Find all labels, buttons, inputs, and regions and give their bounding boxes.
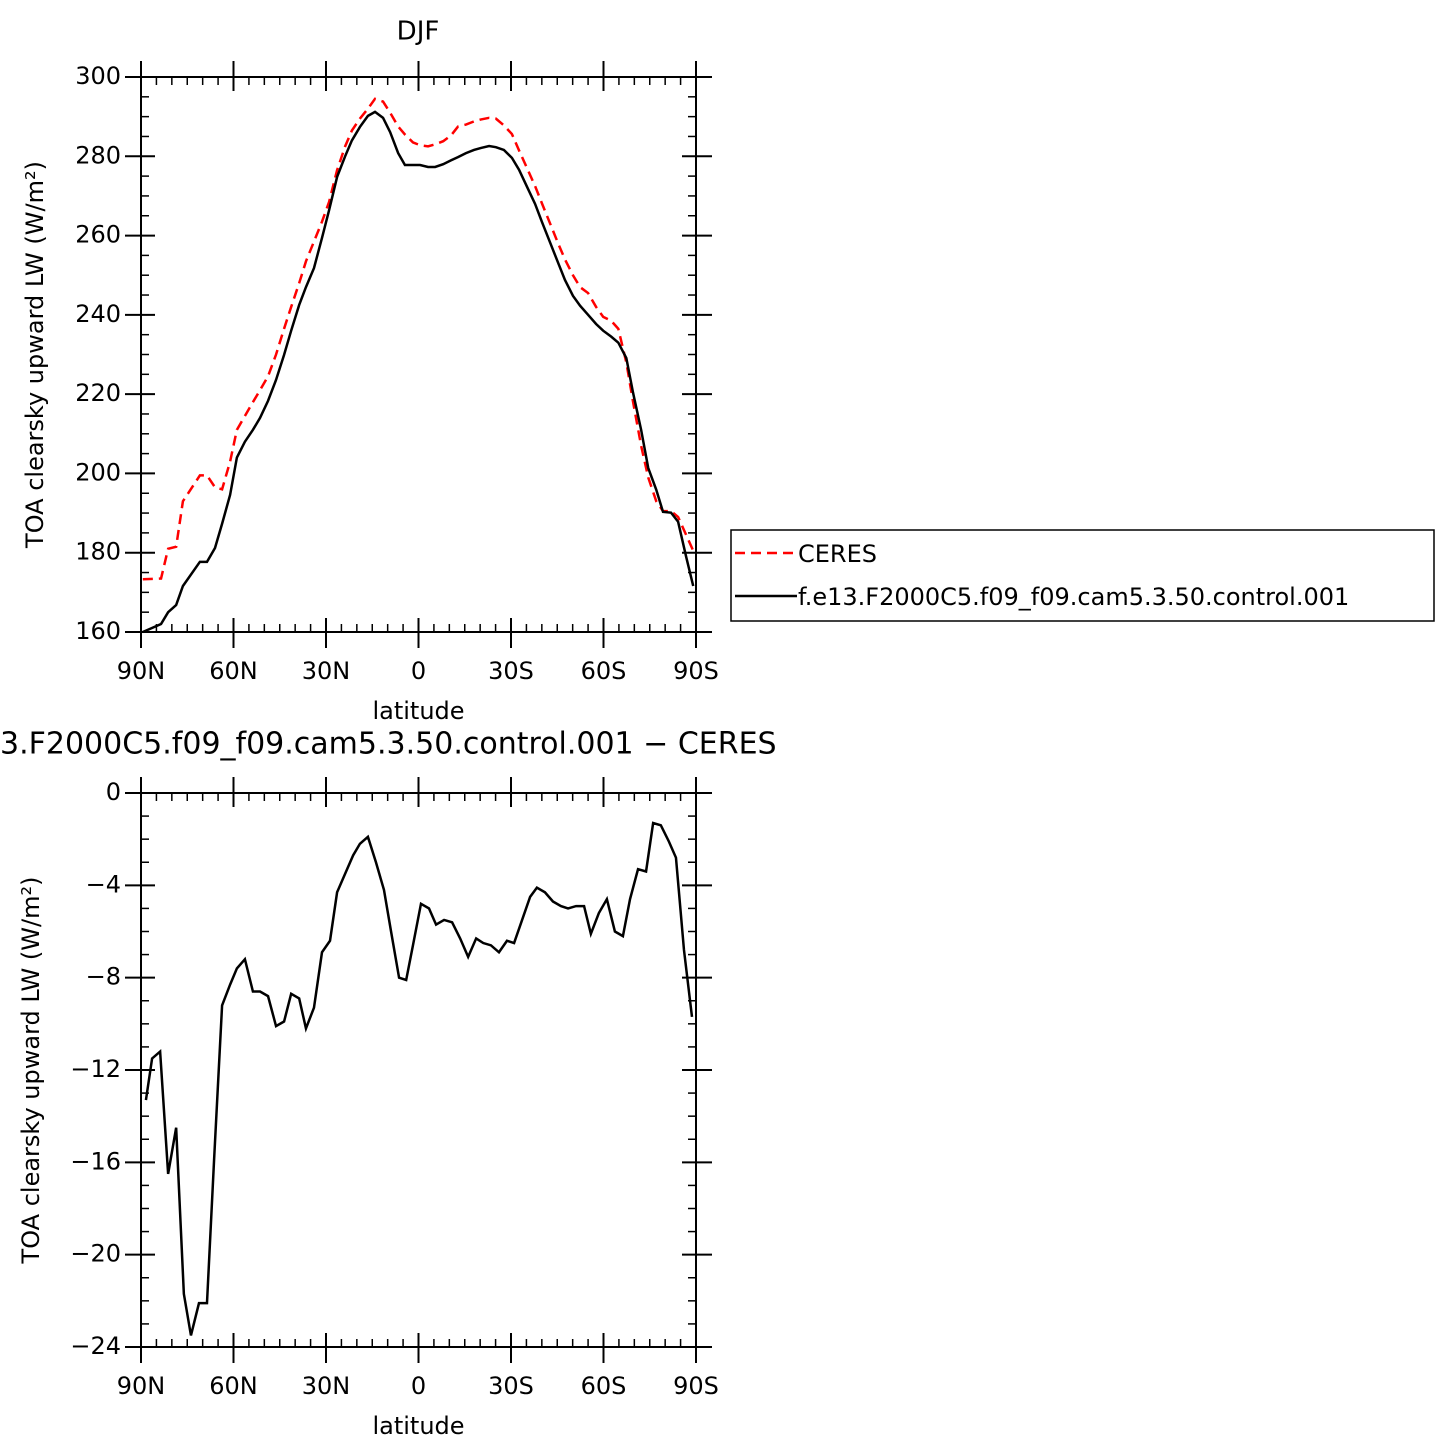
chart-title: DJF bbox=[397, 17, 440, 47]
y-tick-label: 0 bbox=[106, 778, 121, 806]
legend-box bbox=[730, 529, 1435, 622]
legend-label: f.e13.F2000C5.f09_f09.cam5.3.50.control.… bbox=[798, 583, 1349, 611]
x-tick-label: 30S bbox=[488, 1372, 534, 1400]
y-tick-label: −12 bbox=[70, 1055, 121, 1083]
x-tick-label: 60N bbox=[209, 657, 258, 685]
x-tick-label: 0 bbox=[411, 657, 426, 685]
x-tick-label: 30N bbox=[302, 1372, 351, 1400]
x-tick-label: 60S bbox=[581, 657, 627, 685]
y-tick-label: −4 bbox=[86, 870, 121, 898]
plot-frame bbox=[140, 792, 697, 1348]
y-tick-label: −16 bbox=[70, 1147, 121, 1175]
y-tick-label: 300 bbox=[75, 62, 121, 90]
legend-label: CERES bbox=[798, 540, 877, 568]
y-tick-label: 260 bbox=[75, 221, 121, 249]
x-axis-label: latitude bbox=[372, 1412, 464, 1440]
x-tick-label: 60N bbox=[209, 1372, 258, 1400]
x-tick-label: 90S bbox=[673, 1372, 719, 1400]
y-axis-label: TOA clearsky upward LW (W/m²) bbox=[17, 877, 45, 1265]
x-tick-label: 30S bbox=[488, 657, 534, 685]
y-tick-label: 280 bbox=[75, 141, 121, 169]
data-line bbox=[142, 110, 695, 634]
x-tick-label: 60S bbox=[581, 1372, 627, 1400]
y-tick-label: −8 bbox=[86, 963, 121, 991]
y-axis-label: TOA clearsky upward LW (W/m²) bbox=[21, 161, 49, 549]
y-tick-label: 200 bbox=[75, 458, 121, 486]
x-tick-label: 30N bbox=[302, 657, 351, 685]
y-tick-label: −20 bbox=[70, 1240, 121, 1268]
y-tick-label: 220 bbox=[75, 379, 121, 407]
x-tick-label: 90N bbox=[117, 657, 166, 685]
y-tick-label: 180 bbox=[75, 538, 121, 566]
x-tick-label: 90S bbox=[673, 657, 719, 685]
data-line bbox=[142, 97, 695, 581]
y-tick-label: 240 bbox=[75, 300, 121, 328]
plot-frame bbox=[140, 76, 697, 633]
chart-title: 3.F2000C5.f09_f09.cam5.3.50.control.001 … bbox=[0, 727, 777, 762]
x-tick-label: 0 bbox=[411, 1372, 426, 1400]
y-tick-label: 160 bbox=[75, 617, 121, 645]
data-line bbox=[144, 821, 694, 1336]
y-tick-label: −24 bbox=[70, 1332, 121, 1360]
x-axis-label: latitude bbox=[372, 697, 464, 725]
x-tick-label: 90N bbox=[117, 1372, 166, 1400]
